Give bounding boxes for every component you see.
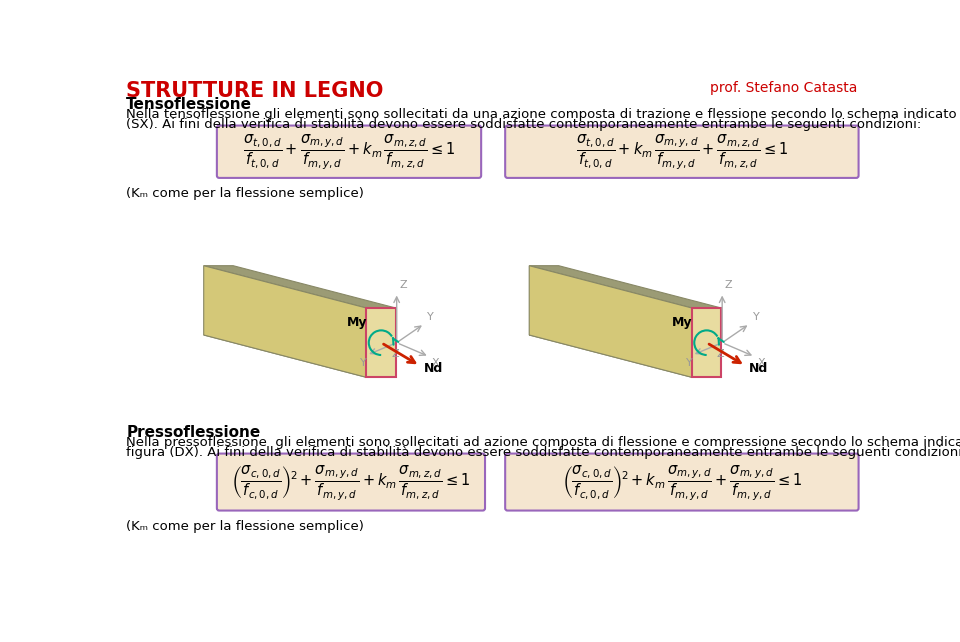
FancyBboxPatch shape xyxy=(217,126,481,178)
Text: Z: Z xyxy=(392,349,399,359)
FancyBboxPatch shape xyxy=(505,126,858,178)
Text: Y: Y xyxy=(427,312,434,322)
Text: Nd: Nd xyxy=(750,362,769,375)
Text: Tensoflessione: Tensoflessione xyxy=(126,97,252,112)
Text: $\dfrac{\sigma_{t,0,d}}{f_{t,0,d}} + \dfrac{\sigma_{m,y,d}}{f_{m,y,d}} + k_m\,\d: $\dfrac{\sigma_{t,0,d}}{f_{t,0,d}} + \df… xyxy=(243,132,455,171)
FancyBboxPatch shape xyxy=(505,453,858,510)
Text: $\dfrac{\sigma_{t,0,d}}{f_{t,0,d}} + k_m\,\dfrac{\sigma_{m,y,d}}{f_{m,y,d}} + \d: $\dfrac{\sigma_{t,0,d}}{f_{t,0,d}} + k_m… xyxy=(576,132,788,171)
Text: My: My xyxy=(347,316,368,329)
Text: Y: Y xyxy=(360,358,367,367)
Text: X: X xyxy=(757,358,765,369)
Polygon shape xyxy=(529,266,721,308)
Polygon shape xyxy=(529,266,559,335)
Polygon shape xyxy=(204,266,396,308)
Text: (Kₘ come per la flessione semplice): (Kₘ come per la flessione semplice) xyxy=(126,187,364,200)
FancyBboxPatch shape xyxy=(217,453,485,510)
Text: Nella tensoflessione gli elementi sono sollecitati da una azione composta di tra: Nella tensoflessione gli elementi sono s… xyxy=(126,108,960,121)
Text: Pressoflessione: Pressoflessione xyxy=(126,425,260,440)
Text: Z: Z xyxy=(725,281,732,290)
Text: STRUTTURE IN LEGNO: STRUTTURE IN LEGNO xyxy=(126,81,384,101)
Polygon shape xyxy=(204,266,367,377)
Polygon shape xyxy=(204,335,396,377)
Text: prof. Stefano Catasta: prof. Stefano Catasta xyxy=(710,81,858,95)
Polygon shape xyxy=(367,308,396,377)
Text: $\left(\dfrac{\sigma_{c,0,d}}{f_{c,0,d}}\right)^{\!2} + \dfrac{\sigma_{m,y,d}}{f: $\left(\dfrac{\sigma_{c,0,d}}{f_{c,0,d}}… xyxy=(231,463,470,501)
Polygon shape xyxy=(692,308,721,377)
Polygon shape xyxy=(529,266,692,377)
Text: Nd: Nd xyxy=(423,362,444,375)
Text: (SX). Ai fini della verifica di stabilità devono essere soddisfatte contemporane: (SX). Ai fini della verifica di stabilit… xyxy=(126,118,922,131)
Text: Y: Y xyxy=(685,358,692,367)
Text: Y: Y xyxy=(753,312,759,322)
Text: $\left(\dfrac{\sigma_{c,0,d}}{f_{c,0,d}}\right)^{\!2} + k_m\,\dfrac{\sigma_{m,y,: $\left(\dfrac{\sigma_{c,0,d}}{f_{c,0,d}}… xyxy=(562,463,802,501)
Text: Z: Z xyxy=(717,349,725,359)
Text: Z: Z xyxy=(399,281,407,290)
Text: figura (DX). Ai fini della verifica di stabilità devono essere soddisfatte conte: figura (DX). Ai fini della verifica di s… xyxy=(126,446,960,459)
Text: X: X xyxy=(432,358,440,369)
Polygon shape xyxy=(204,266,233,335)
Polygon shape xyxy=(529,335,721,377)
Text: My: My xyxy=(672,316,693,329)
Text: (Kₘ come per la flessione semplice): (Kₘ come per la flessione semplice) xyxy=(126,520,364,533)
Text: Nella pressoflessione  gli elementi sono sollecitati ad azione composta di fless: Nella pressoflessione gli elementi sono … xyxy=(126,436,960,449)
